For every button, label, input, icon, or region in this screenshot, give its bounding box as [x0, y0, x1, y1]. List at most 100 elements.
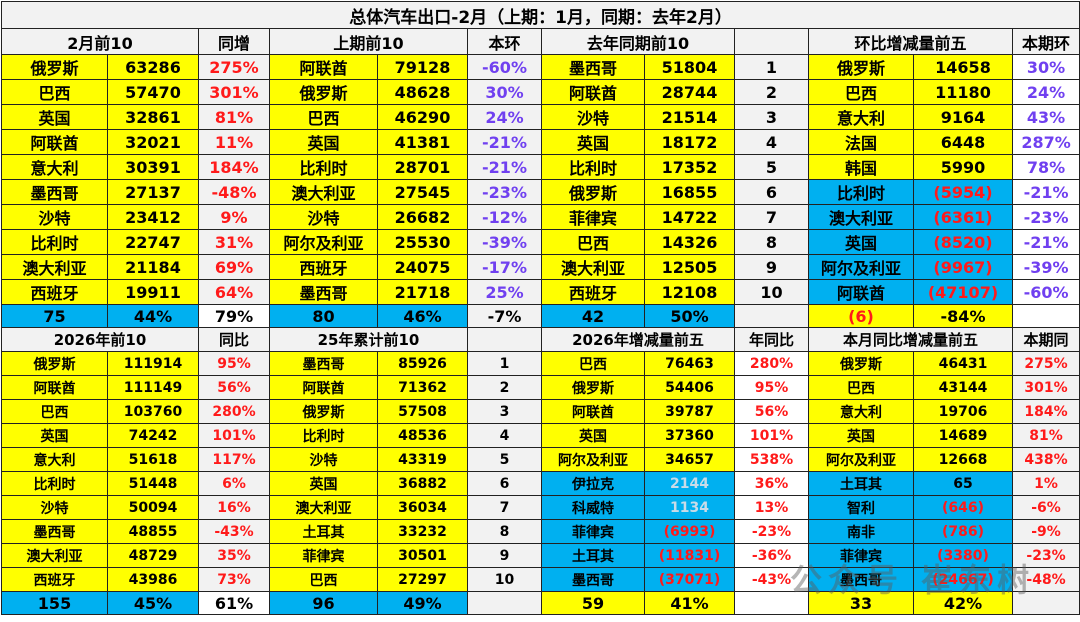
rate-cell: 81% [1011, 423, 1080, 448]
change-cell: (6993) [644, 519, 735, 544]
rank-cell: 9 [467, 543, 542, 568]
summary-total: 33 [808, 591, 914, 615]
country-cell: 巴西 [269, 567, 378, 592]
header-mom-rate: 本期环 [1011, 28, 1080, 55]
summary-share: 49% [377, 591, 468, 615]
summary-rate: 41% [644, 591, 735, 615]
rank-cell: 1 [467, 351, 542, 376]
country-cell: 阿联酋 [1, 375, 108, 400]
table-title: 总体汽车出口-2月（上期：1月，同期：去年2月） [0, 1, 1080, 29]
rank-cell: 5 [467, 447, 542, 472]
header-cum-2025: 25年累计前10 [269, 327, 468, 352]
country-cell: 阿联酋 [1, 129, 108, 155]
value-cell: 27545 [377, 179, 468, 205]
country-cell: 西班牙 [1, 279, 108, 305]
summary-share: 50% [644, 304, 735, 328]
header-mom-change: 环比增减量前五 [808, 28, 1013, 55]
table-row: 155 45% 61% 96 49% 59 41% 33 42% [1, 591, 1080, 615]
change-cell: 11180 [913, 79, 1013, 105]
table-row: 2月前10 同增 上期前10 本环 去年同期前10 环比增减量前五 本期环 [1, 28, 1080, 55]
table-row: 英国 74242 101% 比利时 48536 4 英国 37360 101% 英国 14689 81… [1, 423, 1080, 448]
header-yoy: 同增 [198, 28, 270, 55]
rate-cell: -48% [1011, 567, 1080, 592]
yoy-cell: 81% [198, 104, 270, 130]
value-cell: 19911 [107, 279, 199, 305]
value-cell: 27297 [377, 567, 468, 592]
country-cell: 比利时 [269, 154, 378, 180]
rate-cell: 24% [1011, 79, 1080, 105]
country-cell: 墨西哥 [1, 179, 108, 205]
change-cell: (3380) [913, 543, 1013, 568]
rank-cell: 9 [734, 254, 809, 280]
rate-cell: 301% [1011, 375, 1080, 400]
table-row: 巴西 57470 301% 俄罗斯 48628 30% 阿联酋 28744 2 巴西 11180 24… [1, 79, 1080, 105]
value-cell: 36034 [377, 495, 468, 520]
table-row: 意大利 30391 184% 比利时 28701 -21% 比利时 17352 5 韩国 5990 7… [1, 154, 1080, 180]
header-month-yoy-change: 本月同比增减量前五 [808, 327, 1013, 352]
country-cell: 沙特 [541, 104, 645, 130]
country-cell: 俄罗斯 [269, 79, 378, 105]
rank-cell: 1 [734, 54, 809, 80]
header-ytd-change: 2026年增减量前五 [541, 327, 735, 352]
header-month-yoy-rate: 本期同 [1011, 327, 1080, 352]
value-cell: 79128 [377, 54, 468, 80]
country-cell: 阿联酋 [269, 375, 378, 400]
value-cell: 48729 [107, 543, 199, 568]
change-cell: 34657 [644, 447, 735, 472]
change-cell: 54406 [644, 375, 735, 400]
country-cell: 西班牙 [1, 567, 108, 592]
empty-cell [1011, 591, 1080, 615]
change-cell: (6361) [913, 204, 1013, 230]
country-cell: 意大利 [808, 399, 914, 424]
rank-cell: 7 [734, 204, 809, 230]
change-cell: (9967) [913, 254, 1013, 280]
country-cell: 菲律宾 [541, 519, 645, 544]
yoy-cell: 101% [198, 423, 270, 448]
mom-cell: -21% [467, 154, 542, 180]
change-cell: 1134 [644, 495, 735, 520]
value-cell: 71362 [377, 375, 468, 400]
value-cell: 30391 [107, 154, 199, 180]
summary-yoy: 61% [198, 591, 270, 615]
country-cell: 英国 [1, 104, 108, 130]
country-cell: 阿联酋 [808, 279, 914, 305]
rate-cell: -43% [734, 567, 809, 592]
table-row: 俄罗斯 111914 95% 墨西哥 85926 1 巴西 76463 280% 俄罗斯 46431… [1, 351, 1080, 376]
value-cell: 43986 [107, 567, 199, 592]
value-cell: 57508 [377, 399, 468, 424]
change-cell: 14689 [913, 423, 1013, 448]
country-cell: 土耳其 [541, 543, 645, 568]
value-cell: 14722 [644, 204, 735, 230]
rank-cell: 5 [734, 154, 809, 180]
value-cell: 21718 [377, 279, 468, 305]
country-cell: 比利时 [541, 154, 645, 180]
summary-count: 155 [1, 591, 108, 615]
value-cell: 24075 [377, 254, 468, 280]
table-row: 俄罗斯 63286 275% 阿联酋 79128 -60% 墨西哥 51804 1 俄罗斯 1465… [1, 54, 1080, 80]
change-cell: 2144 [644, 471, 735, 496]
summary-rate: 42% [913, 591, 1013, 615]
country-cell: 阿联酋 [541, 79, 645, 105]
country-cell: 韩国 [808, 154, 914, 180]
country-cell: 俄罗斯 [1, 351, 108, 376]
summary-total: (6) [808, 304, 914, 328]
value-cell: 27137 [107, 179, 199, 205]
table-row: 2026年前10 同比 25年累计前10 2026年增减量前五 年同比 本月同比增减量前五… [1, 327, 1080, 352]
country-cell: 菲律宾 [541, 204, 645, 230]
value-cell: 48628 [377, 79, 468, 105]
value-cell: 33232 [377, 519, 468, 544]
mom-cell: -12% [467, 204, 542, 230]
country-cell: 巴西 [269, 104, 378, 130]
header-last-year-top10: 去年同期前10 [541, 28, 735, 55]
yoy-cell: 35% [198, 543, 270, 568]
change-cell: (11831) [644, 543, 735, 568]
country-cell: 巴西 [1, 399, 108, 424]
header-yoy: 同比 [198, 327, 270, 352]
yoy-cell: 16% [198, 495, 270, 520]
change-cell: 19706 [913, 399, 1013, 424]
value-cell: 23412 [107, 204, 199, 230]
country-cell: 比利时 [1, 471, 108, 496]
rate-cell: 36% [734, 471, 809, 496]
country-cell: 沙特 [269, 447, 378, 472]
